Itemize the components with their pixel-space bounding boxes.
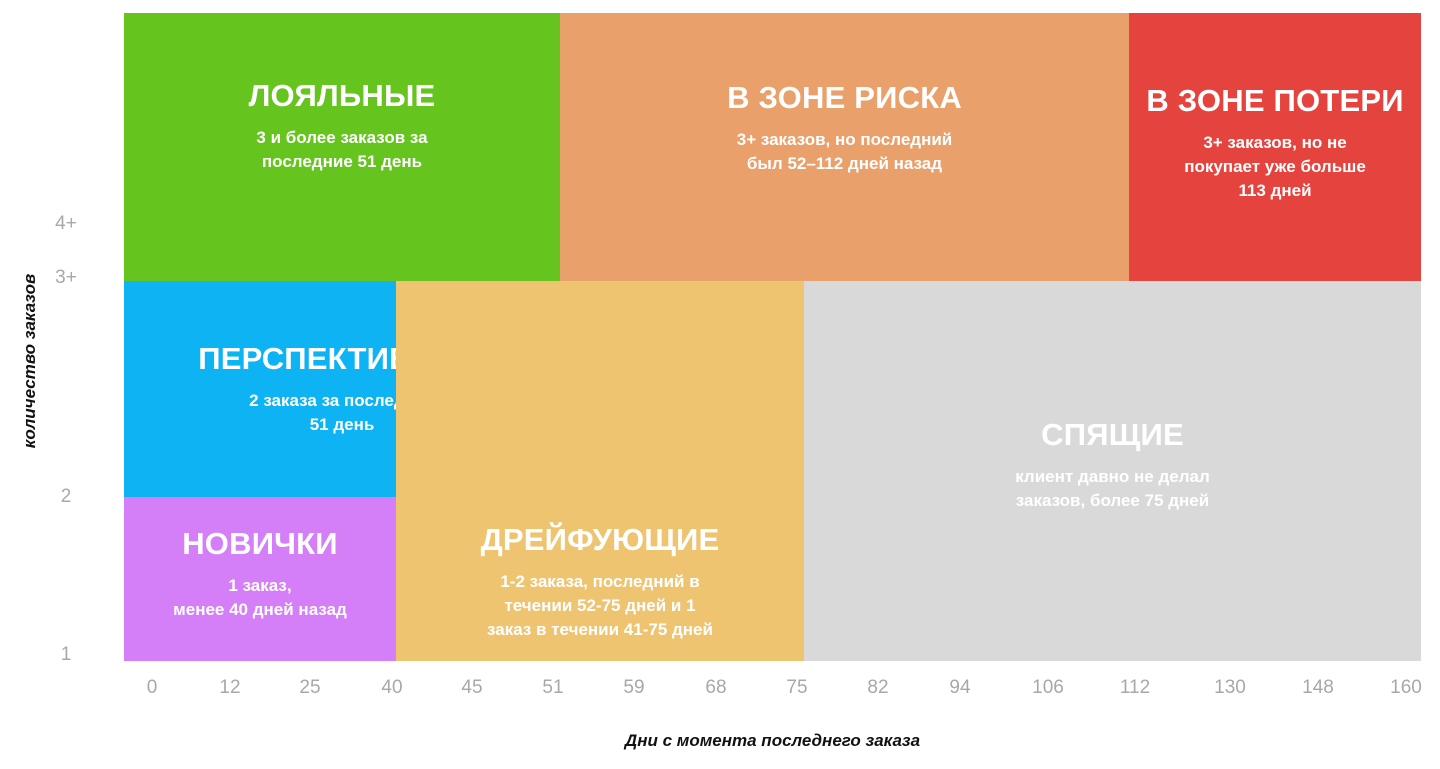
segment-losing: В ЗОНЕ ПОТЕРИ 3+ заказов, но не покупает… [1129, 13, 1421, 281]
y-tick-1: 1 [60, 644, 72, 665]
x-tick: 82 [867, 677, 889, 698]
segment-description: клиент давно не делал заказов, более 75 … [1015, 466, 1210, 510]
segment-description: 3 и более заказов за последние 51 день [256, 127, 428, 171]
x-tick: 94 [949, 677, 971, 698]
segment-title: В ЗОНЕ РИСКА [727, 80, 962, 116]
y-tick-4plus: 4+ [55, 213, 77, 234]
segment-sleeping: СПЯЩИЕ клиент давно не делал заказов, бо… [804, 281, 1421, 661]
segment-drifting-text-overlay [396, 497, 804, 661]
segment-description: 1 заказ, менее 40 дней назад [173, 575, 347, 619]
y-axis-label: количество заказов [20, 273, 39, 449]
x-tick: 25 [299, 677, 321, 698]
x-tick: 51 [542, 677, 564, 698]
segment-title: ДРЕЙФУЮЩИЕ [480, 522, 720, 557]
segment-at-risk: В ЗОНЕ РИСКА 3+ заказов, но последний бы… [560, 13, 1129, 281]
segment-title: ЛОЯЛЬНЫЕ [248, 78, 436, 114]
x-tick: 160 [1390, 677, 1422, 698]
segment-description: 1-2 заказа, последний в течении 52-75 дн… [487, 571, 713, 639]
segment-title: НОВИЧКИ [182, 526, 338, 562]
x-tick: 68 [705, 677, 727, 698]
y-tick-3plus: 3+ [55, 267, 77, 288]
x-tick: 45 [461, 677, 483, 698]
segment-description: 3+ заказов, но не покупает уже больше 11… [1184, 132, 1366, 200]
segment-drifting-upper [560, 281, 804, 497]
x-tick: 0 [146, 677, 158, 698]
segment-title: СПЯЩИЕ [1041, 417, 1184, 453]
x-tick: 130 [1214, 677, 1246, 698]
segment-title: В ЗОНЕ ПОТЕРИ [1146, 83, 1404, 119]
x-tick: 106 [1032, 677, 1064, 698]
segment-description: 3+ заказов, но последний был 52–112 дней… [736, 129, 953, 173]
x-tick: 40 [381, 677, 403, 698]
x-tick: 12 [219, 677, 241, 698]
x-tick: 75 [786, 677, 808, 698]
x-tick: 59 [623, 677, 645, 698]
segment-loyal: ЛОЯЛЬНЫЕ 3 и более заказов за последние … [124, 13, 560, 281]
x-tick: 112 [1119, 677, 1151, 698]
x-tick: 148 [1302, 677, 1334, 698]
x-axis-label: Дни с момента последнего заказа [624, 731, 921, 750]
y-tick-2: 2 [60, 486, 72, 507]
segment-newcomers: НОВИЧКИ 1 заказ, менее 40 дней назад [124, 497, 396, 661]
